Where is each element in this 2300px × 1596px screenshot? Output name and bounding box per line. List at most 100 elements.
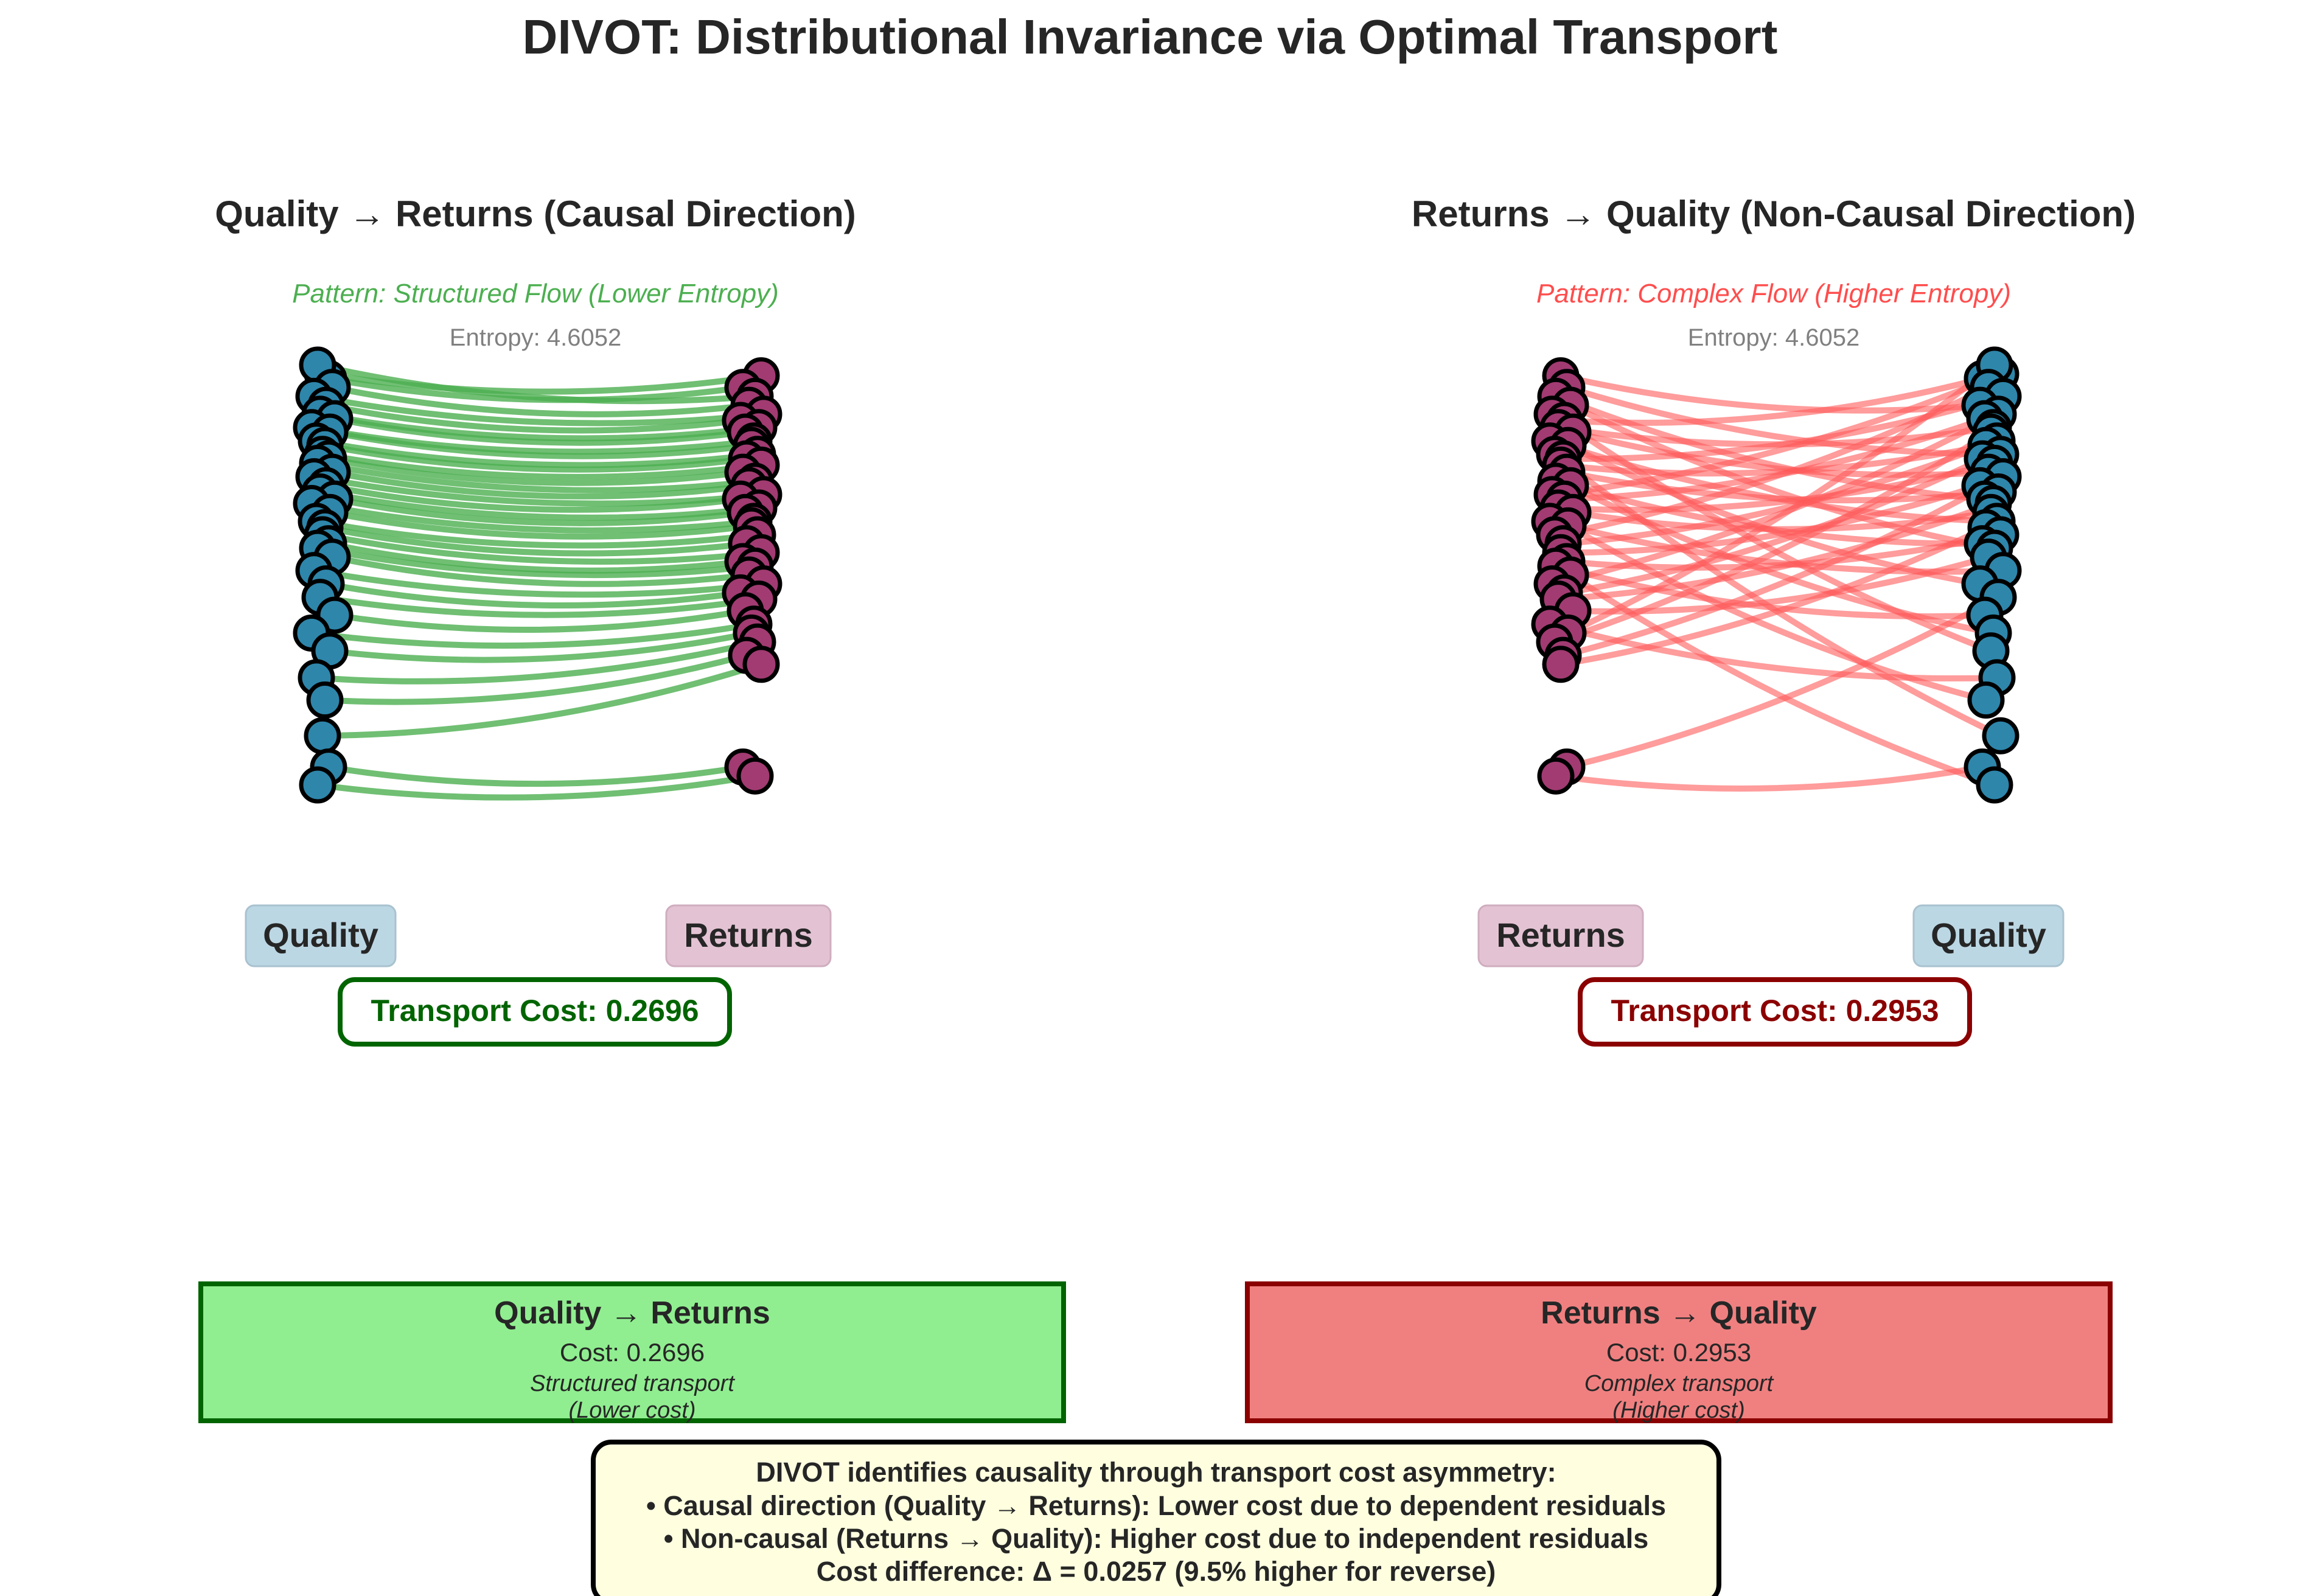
svg-text:Returns: Returns [684,916,813,954]
noncausal-flow-line [1558,372,1983,414]
conclusion-line-3: • Non-causal (Returns → Quality): Higher… [664,1523,1648,1554]
quality-point [1967,681,2005,719]
causal-entropy-label: Entropy: 4.6052 [450,324,621,351]
noncausal-flow-line [1558,442,1989,477]
noncausal-summary-cost: Cost: 0.2953 [1606,1338,1751,1367]
causal-flow-lines [308,362,767,801]
noncausal-quality-axis-label: Quality [1912,904,2065,967]
noncausal-flow-line [1567,483,1996,636]
quality-point [1982,717,2019,754]
noncausal-pattern-label: Pattern: Complex Flow (Higher Entropy) [1536,279,2011,308]
quality-point [299,766,336,804]
causal-flow-line [315,773,758,801]
causal-returns-axis-label: Returns [665,904,832,967]
noncausal-summary-box: Returns → Quality Cost: 0.2953 Complex t… [1245,1281,2113,1423]
returns-point [742,646,780,683]
causal-flow-line [332,416,748,446]
causal-pattern-label: Pattern: Structured Flow (Lower Entropy) [292,279,779,308]
noncausal-flow-line [1553,393,1988,503]
causal-returns-points [722,357,782,795]
noncausal-entropy-label: Entropy: 4.6052 [1688,324,1859,351]
causal-flow-line [313,437,761,469]
svg-text:Transport Cost: 0.2696: Transport Cost: 0.2696 [371,994,699,1028]
svg-text:Quality: Quality [1931,916,2046,954]
causal-flow-line [327,429,754,459]
causal-flow-line [323,580,744,608]
causal-flow-line [311,567,767,598]
noncausal-flow-line [1553,764,1985,792]
causal-flow-line [315,545,758,579]
causal-flow-line [317,489,762,521]
noncausal-flow-line [1561,456,1985,596]
causal-flow-line [319,661,764,739]
noncausal-summary-title: Returns → Quality [1541,1295,1817,1331]
causal-panel: Quality → Returns (Causal Direction) Pat… [215,193,856,1047]
noncausal-panel-title: Returns → Quality (Non-Causal Direction) [1412,193,2136,234]
returns-point [1537,757,1575,795]
causal-flow-line [326,456,746,486]
noncausal-flow-line [1570,554,1992,615]
causal-flow-line [311,473,767,507]
noncausal-summary-note: (Higher cost) [1612,1398,1745,1423]
noncausal-flow-line [1552,429,1994,646]
svg-text:Returns: Returns [1496,916,1625,954]
causal-flow-line [315,460,758,493]
causal-quality-points [293,346,354,804]
noncausal-flow-line [1565,362,1998,636]
noncausal-flow-line [1555,460,1998,513]
causal-flow-line [319,451,764,480]
noncausal-flow-line [1549,371,2004,498]
causal-flow-line [327,509,754,540]
causal-flow-line [317,594,762,618]
causal-summary-note: (Lower cost) [568,1398,695,1423]
noncausal-flow-lines [1547,362,2006,792]
noncausal-flow-line [1549,411,2001,587]
conclusion-line-1: DIVOT identifies causality through trans… [756,1457,1556,1488]
noncausal-summary-desc: Complex transport [1584,1371,1774,1396]
causal-flow-line [329,469,752,500]
causal-quality-axis-label: Quality [245,904,397,967]
noncausal-returns-axis-label: Returns [1477,904,1644,967]
causal-summary-title: Quality → Returns [494,1295,770,1331]
causal-flow-line [322,652,750,705]
causal-flow-line [327,630,754,663]
causal-panel-title: Quality → Returns (Causal Direction) [215,193,856,234]
causal-flow-line [326,540,746,574]
quality-point [304,717,341,754]
returns-point [1542,646,1580,683]
causal-flow-line [332,496,748,526]
figure-title: DIVOT: Distributional Invariance via Opt… [523,10,1778,64]
noncausal-flow-line [1555,500,1996,602]
noncausal-flow-line [1558,524,1989,667]
svg-text:Transport Cost: 0.2953: Transport Cost: 0.2953 [1611,994,1939,1028]
causal-flow-line [332,607,748,633]
conclusion-line-2: • Causal direction (Quality → Returns): … [646,1490,1666,1521]
causal-flow-line [323,402,744,434]
returns-point [736,757,774,795]
causal-summary-desc: Structured transport [530,1371,735,1396]
quality-point [1976,766,2013,804]
quality-point [306,681,344,719]
causal-flow-line [323,483,744,513]
causal-flow-line [319,371,764,395]
noncausal-quality-points [1961,346,2022,804]
noncausal-flow-line [1560,473,2006,659]
noncausal-flow-line [1564,594,2001,770]
noncausal-flow-line [1565,523,1989,703]
causal-flow-line [308,621,757,649]
noncausal-panel: Returns → Quality (Non-Causal Direction)… [1412,193,2136,1047]
causal-flow-line [322,524,750,557]
noncausal-returns-points [1531,357,1592,795]
causal-summary-box: Quality → Returns Cost: 0.2696 Structure… [198,1281,1066,1423]
causal-transport-cost-badge: Transport Cost: 0.2696 [338,977,732,1047]
noncausal-flow-line [1561,375,1985,426]
causal-flow-line [326,764,746,787]
causal-flow-line [329,554,752,587]
causal-flow-line [322,442,750,473]
conclusion-box: DIVOT identifies causality through trans… [591,1440,1721,1596]
causal-summary-cost: Cost: 0.2696 [560,1338,705,1367]
svg-text:Quality: Quality [263,916,378,954]
conclusion-line-4: Cost difference: Δ = 0.0257 (9.5% higher… [817,1556,1496,1587]
causal-flow-line [329,384,752,417]
